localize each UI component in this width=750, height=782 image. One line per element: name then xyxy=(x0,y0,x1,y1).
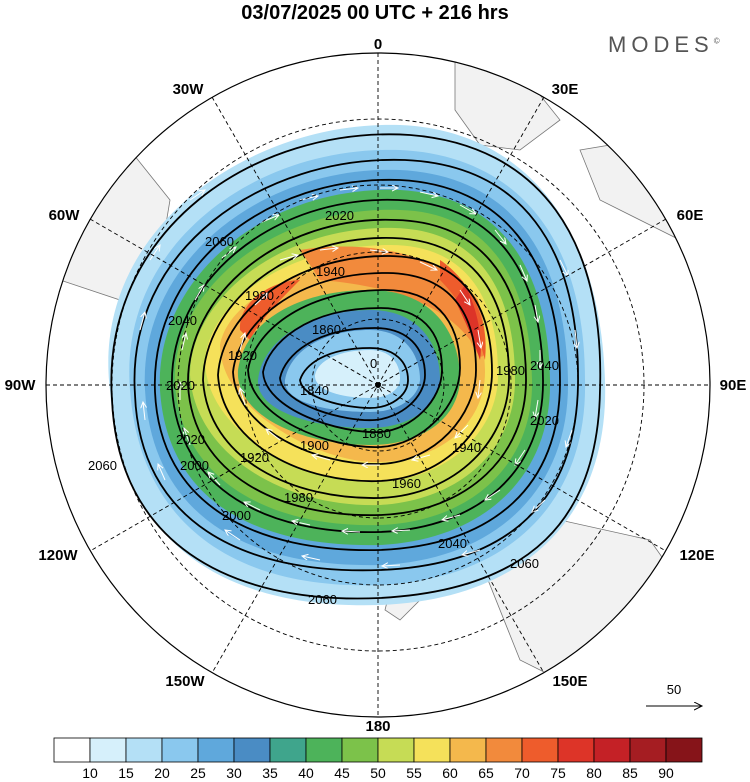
colorbar-swatch xyxy=(449,737,487,763)
contour-label: 1980 xyxy=(245,288,274,303)
colorbar-swatch xyxy=(125,737,163,763)
colorbar-swatch xyxy=(377,737,415,763)
lon-label-120w: 120W xyxy=(38,547,78,564)
colorbar-tick-label: 20 xyxy=(154,765,170,781)
contour-label: 2000 xyxy=(180,458,209,473)
lon-label-150e: 150E xyxy=(552,673,587,690)
contour-label: 2060 xyxy=(308,592,337,607)
colorbar-swatch xyxy=(665,737,703,763)
colorbar-tick-label: 85 xyxy=(622,765,638,781)
contour-label: 1980 xyxy=(284,490,313,505)
copyright-mark: © xyxy=(713,36,720,46)
colorbar-tick-label: 90 xyxy=(658,765,674,781)
colorbar-swatch xyxy=(269,737,307,763)
contour-label: 2020 xyxy=(530,413,559,428)
contour-label: 2040 xyxy=(168,313,197,328)
lon-label-0: 0 xyxy=(374,36,382,53)
contour-label: 1880 xyxy=(362,426,391,441)
contour-label: 1940 xyxy=(316,264,345,279)
wind-vectors xyxy=(139,188,577,566)
colorbar-tick-label: 50 xyxy=(370,765,386,781)
lon-label-120e: 120E xyxy=(679,547,714,564)
longitude-labels: 0 30W 30E 60W 60E 90W 90E 120W 120E 150W… xyxy=(5,36,747,735)
lon-label-150w: 150W xyxy=(165,673,205,690)
colorbar-tick-label: 40 xyxy=(298,765,314,781)
lon-label-30w: 30W xyxy=(173,81,205,98)
colorbar-tick-label: 75 xyxy=(550,765,566,781)
contour-label: 1900 xyxy=(300,438,329,453)
contour-label: 2020 xyxy=(325,208,354,223)
brand-name: MODES xyxy=(608,32,714,57)
contour-label: 1840 xyxy=(300,383,329,398)
colorbar-swatch xyxy=(413,737,451,763)
map-title: 03/07/2025 00 UTC + 216 hrs xyxy=(241,2,509,24)
colorbar-tick-label: 25 xyxy=(190,765,206,781)
contour-labels: 2060 2020 1940 1980 1860 2040 1920 2020 … xyxy=(88,208,559,607)
lon-label-60w: 60W xyxy=(49,207,81,224)
contour-label: 2040 xyxy=(438,536,467,551)
colorbar-swatch xyxy=(341,737,379,763)
colorbar-tick-label: 55 xyxy=(406,765,422,781)
colorbar-swatch xyxy=(629,737,667,763)
lon-label-60e: 60E xyxy=(677,207,704,224)
colorbar-tick-label: 60 xyxy=(442,765,458,781)
lon-label-180: 180 xyxy=(365,718,390,735)
contour-label: 2020 xyxy=(176,432,205,447)
colorbar-tick-label: 65 xyxy=(478,765,494,781)
colorbar-swatch xyxy=(557,737,595,763)
colorbar xyxy=(53,737,703,763)
map-boundary xyxy=(45,52,711,718)
contour-label: 0 xyxy=(370,356,377,371)
lon-label-30e: 30E xyxy=(552,81,579,98)
colorbar-swatch xyxy=(485,737,523,763)
contour-label: 1940 xyxy=(452,440,481,455)
colorbar-swatch xyxy=(593,737,631,763)
contour-label: 2060 xyxy=(88,458,117,473)
colorbar-tick-label: 80 xyxy=(586,765,602,781)
colorbar-swatch xyxy=(197,737,235,763)
colorbar-swatch xyxy=(89,737,127,763)
colorbar-tick-label: 15 xyxy=(118,765,134,781)
colorbar-swatch xyxy=(161,737,199,763)
lon-label-90w: 90W xyxy=(5,377,37,394)
contour-label: 2000 xyxy=(222,508,251,523)
south-pole-marker xyxy=(375,382,381,388)
colorbar-tick-label: 70 xyxy=(514,765,530,781)
map-disk: 2060 2020 1940 1980 1860 2040 1920 2020 … xyxy=(46,53,710,717)
contour-label: 2060 xyxy=(510,556,539,571)
colorbar-tick-label: 35 xyxy=(262,765,278,781)
lon-label-90e: 90E xyxy=(720,377,747,394)
colorbar-swatch xyxy=(233,737,271,763)
contour-label: 1980 xyxy=(496,363,525,378)
contour-label: 2040 xyxy=(530,358,559,373)
reference-vector: 50 xyxy=(646,682,702,706)
colorbar-swatch xyxy=(53,737,91,763)
contour-label: 1920 xyxy=(240,450,269,465)
contour-label: 2060 xyxy=(205,234,234,249)
contour-label: 2020 xyxy=(166,378,195,393)
contour-label: 1860 xyxy=(312,322,341,337)
contour-label: 1920 xyxy=(228,348,257,363)
wind-speed-shading xyxy=(108,124,606,606)
colorbar-tick-label: 30 xyxy=(226,765,242,781)
colorbar-tick-label: 45 xyxy=(334,765,350,781)
modes-logo: MODES© xyxy=(608,32,720,58)
reference-vector-label: 50 xyxy=(667,682,681,697)
colorbar-tick-label: 10 xyxy=(82,765,98,781)
colorbar-swatch xyxy=(521,737,559,763)
colorbar-swatch xyxy=(305,737,343,763)
contour-label: 1960 xyxy=(392,476,421,491)
